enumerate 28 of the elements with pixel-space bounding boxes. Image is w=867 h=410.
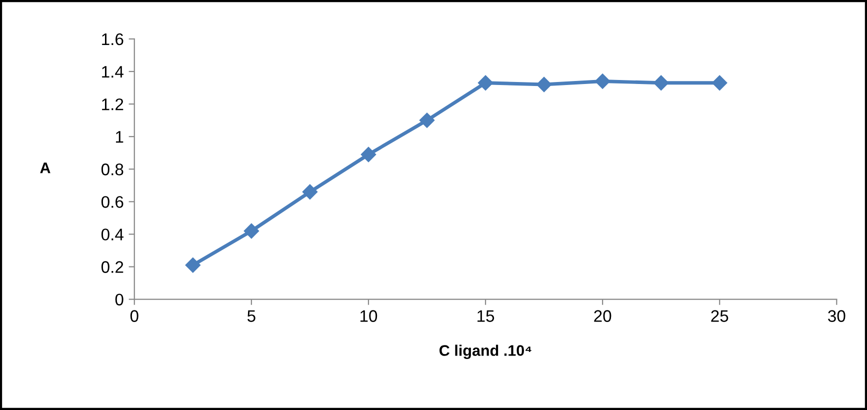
- point: [536, 76, 552, 92]
- y-tick-label: 0: [115, 294, 124, 306]
- x-tick-label: 15: [478, 310, 494, 322]
- x-tick-label: 5: [247, 310, 256, 322]
- x-tick-label: 30: [828, 310, 846, 322]
- point: [302, 184, 318, 200]
- point: [244, 223, 259, 239]
- y-tick-label: 1.6: [102, 33, 124, 46]
- y-tick-label: 1.4: [102, 66, 124, 78]
- point: [654, 75, 669, 90]
- x-tick-label: 10: [360, 310, 378, 322]
- y-tick-label: 0.6: [101, 196, 124, 208]
- y-tick-label: 1.2: [102, 98, 124, 110]
- y-axis-title: A: [40, 162, 50, 174]
- x-tick-label: 20: [594, 310, 612, 322]
- y-tick-label: 0.2: [101, 261, 124, 273]
- point: [478, 75, 494, 90]
- x-axis-title: C ligand .10⁴: [440, 344, 532, 360]
- y-tick-label: 0.4: [101, 228, 124, 240]
- point: [594, 74, 610, 89]
- x-tick-label: 25: [711, 310, 728, 322]
- point: [419, 112, 435, 128]
- point: [712, 75, 728, 90]
- point: [185, 258, 200, 273]
- y-tick-label: 0.8: [101, 164, 124, 176]
- point: [360, 146, 376, 162]
- y-tick-label: 1: [116, 131, 124, 143]
- x-tick-label: 0: [130, 310, 138, 322]
